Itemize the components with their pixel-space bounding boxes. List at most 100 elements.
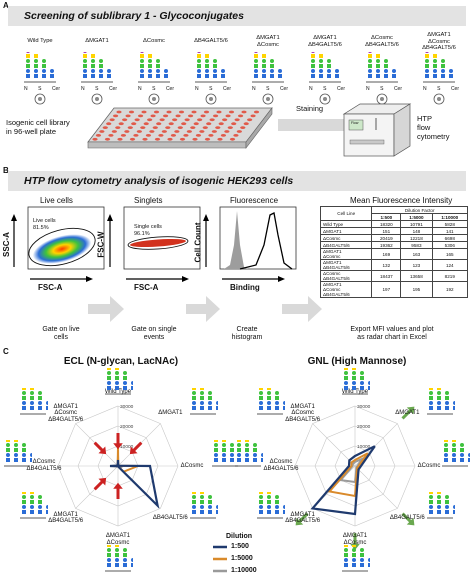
genotype-label: ΔB4GALT5/6 <box>183 38 239 45</box>
well-dot <box>168 122 174 126</box>
radar-category-label: ΔB4GALT5/6 <box>142 515 198 522</box>
radar-category-line: ΔMGAT1 <box>290 403 315 410</box>
legend-item-10000: 1:10000 <box>231 567 257 574</box>
sample-circle-icon <box>34 93 46 105</box>
table-cell-name: Wild Type <box>319 220 373 228</box>
radar-category-line: ΔCosmc <box>54 410 78 417</box>
table-row: ΔMGAT1 ΔCosmc ΔB4GALT5/6 197 195 192 <box>319 281 469 298</box>
glycan-structure-icon <box>105 545 133 572</box>
table-cell-name: ΔB4GALT5/6 <box>319 241 373 249</box>
genotype-label-line: ΔB4GALT5/6 <box>308 41 342 48</box>
table-cell-value: 197 <box>371 281 402 298</box>
well-dot <box>190 126 196 129</box>
table-row: ΔMGAT1 ΔCosmc 169 163 165 <box>319 248 469 260</box>
radar-title-ecl: ECL (N-glycan, LacNAc) <box>63 356 179 367</box>
cell-name-line: ΔMGAT1 <box>323 260 342 265</box>
glycan-structure-icon <box>427 387 456 415</box>
nsc-letter: S <box>437 86 441 92</box>
radar-category-label: ΔMGAT1 ΔCosmc <box>90 533 146 546</box>
nsc-letter: Cer <box>450 86 459 92</box>
radar-highlight-arrow <box>113 433 123 450</box>
genotype-label-line: ΔMGAT1 <box>85 38 109 44</box>
genotype-label: ΔCosmc <box>126 38 182 45</box>
well-dot <box>200 114 206 118</box>
well-dot <box>225 114 231 118</box>
well-dot <box>199 130 205 133</box>
well-dot <box>217 137 223 141</box>
radar-category-label: ΔCosmc <box>401 463 457 470</box>
table-row: ΔCosmc 20419 12218 6698 <box>319 234 469 242</box>
well-dot <box>122 118 128 122</box>
glycan-structure-icon <box>24 52 56 83</box>
well-dot <box>134 118 140 122</box>
genotype-label: Wild Type <box>12 38 68 45</box>
radar-tick-label: 20000 <box>120 424 134 430</box>
radar-series-line <box>338 456 365 484</box>
table-cell-name: ΔCosmc <box>319 234 373 242</box>
well-dot <box>220 134 227 137</box>
well-dot <box>92 137 98 141</box>
radar-series-line <box>327 452 369 498</box>
nsc-letter: S <box>95 86 99 92</box>
nsc-label: N S Cer <box>138 86 174 92</box>
glycan-structure-icon <box>212 440 240 467</box>
radar-highlight-arrow <box>113 482 123 499</box>
well-dot <box>179 137 186 141</box>
live-y-axis-label: SSC-A <box>1 232 11 257</box>
sample-circle-icon <box>433 93 445 105</box>
well-dot <box>116 110 122 114</box>
radar-category-line: ΔMGAT1 <box>53 511 78 518</box>
well-dot <box>229 137 236 141</box>
glycan-structure-icon <box>190 492 219 519</box>
radar-category-label: ΔMGAT1 <box>379 410 435 417</box>
radar-highlight-arrow <box>295 512 309 526</box>
radar-category-label: ΔMGAT1 ΔCosmc ΔB4GALT5/6 <box>275 404 331 424</box>
radar-category-line: ΔCosmc <box>343 539 367 546</box>
radar-category-label: ΔMGAT1 ΔB4GALT5/6 <box>275 512 331 525</box>
well-dot <box>211 130 217 133</box>
radar-category-line: Wild Type <box>104 388 132 395</box>
radar-highlight-arrow <box>401 406 415 420</box>
well-dot <box>112 114 119 118</box>
well-dot <box>231 122 237 126</box>
nsc-label: N S Cer <box>24 86 60 92</box>
cell-name-line: ΔMGAT1 <box>323 228 342 234</box>
glycan-structure-icon <box>309 52 341 83</box>
genotype-label-line: ΔMGAT1 <box>313 35 337 41</box>
step-arrow <box>186 296 220 322</box>
radar-category-line: ΔMGAT1 <box>395 410 420 417</box>
step-export: Export MFI values and plot as radar char… <box>350 326 434 341</box>
well-dot <box>237 114 244 118</box>
step-histogram: Create histogram <box>231 326 263 341</box>
radar-tick-label: 30000 <box>357 404 371 410</box>
well-dot <box>204 137 211 141</box>
panel-c-letter: C <box>3 347 9 356</box>
radar-category-label: ΔCosmc ΔB4GALT5/6 <box>16 459 72 472</box>
radar-highlight-arrow <box>93 441 107 455</box>
radar-category-line: ΔCosmc <box>291 410 315 417</box>
well-dot <box>136 130 142 133</box>
nsc-letter: S <box>152 86 156 92</box>
well-dot <box>161 130 167 133</box>
table-cell-value: 6698 <box>431 234 469 242</box>
well-dot <box>209 118 215 122</box>
table-cell-value: 20419 <box>371 234 402 242</box>
well-dot <box>99 130 105 133</box>
cell-name-line: ΔB4GALT5/6 <box>323 265 350 270</box>
genotype-label-line: ΔB4GALT5/6 <box>422 45 456 51</box>
radar-category-line: ΔB4GALT5/6 <box>285 518 321 525</box>
staining-label: Staining <box>296 104 324 113</box>
radar-category-label: ΔCosmc ΔB4GALT5/6 <box>253 459 309 472</box>
genotype-label: ΔCosmc ΔB4GALT5/6 <box>354 35 410 48</box>
well-dot <box>218 122 224 126</box>
radar-series-line <box>109 459 160 509</box>
radar-category-line: ΔB4GALT5/6 <box>285 416 321 423</box>
fluorescence-histogram <box>203 206 297 282</box>
glycan-structure-icon <box>19 387 48 415</box>
radar-category-line: ΔMGAT1 <box>158 410 183 417</box>
well-dot <box>172 118 178 122</box>
well-dot <box>178 110 185 114</box>
well-dot <box>162 114 169 118</box>
